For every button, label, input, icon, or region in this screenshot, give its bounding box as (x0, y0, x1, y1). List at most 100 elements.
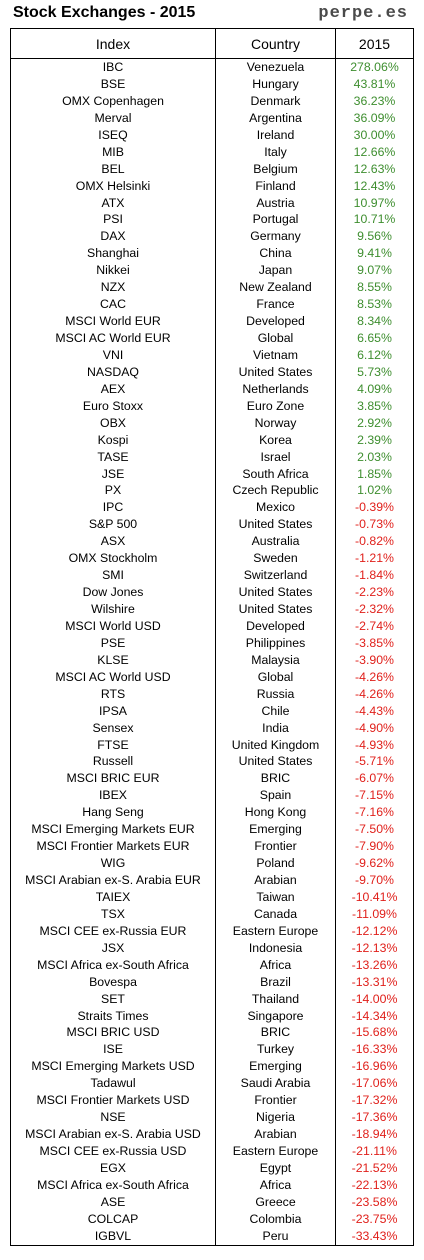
return-cell: -6.07% (335, 770, 414, 788)
return-cell: 2.03% (335, 448, 414, 466)
table-row: Straits Times Singapore -14.34% (10, 1007, 414, 1025)
index-cell: MSCI Frontier Markets USD (10, 1092, 216, 1110)
return-cell: -3.90% (335, 651, 414, 669)
table-row: OMX Stockholm Sweden -1.21% (10, 550, 414, 568)
table-row: ASX Australia -0.82% (10, 533, 414, 551)
return-cell: 4.09% (335, 380, 414, 398)
index-cell: KLSE (10, 651, 216, 669)
table-row: MIB Italy 12.66% (10, 143, 414, 161)
table-row: MSCI CEE ex-Russia EUR Eastern Europe -12.… (10, 922, 414, 940)
country-cell: Ireland (215, 126, 336, 144)
country-cell: Venezuela (215, 58, 336, 76)
table-row: ISE Turkey -16.33% (10, 1041, 414, 1059)
table-row: NASDAQ United States 5.73% (10, 363, 414, 381)
index-cell: Tadawul (10, 1075, 216, 1093)
index-cell: MSCI Frontier Markets EUR (10, 838, 216, 856)
country-cell: Australia (215, 533, 336, 551)
table-row: MSCI Emerging Markets USD Emerging -16.96% (10, 1058, 414, 1076)
table-row: BEL Belgium 12.63% (10, 160, 414, 178)
return-cell: 36.09% (335, 109, 414, 127)
country-cell: France (215, 296, 336, 314)
index-cell: BSE (10, 75, 216, 93)
country-cell: Russia (215, 685, 336, 703)
country-cell: Denmark (215, 92, 336, 110)
return-cell: 10.97% (335, 194, 414, 212)
table-row: OMX Helsinki Finland 12.43% (10, 177, 414, 195)
table-row: MSCI World USD Developed -2.74% (10, 617, 414, 635)
table-row: PSI Portugal 10.71% (10, 211, 414, 229)
index-cell: Euro Stoxx (10, 397, 216, 415)
index-cell: MSCI World EUR (10, 313, 216, 330)
return-cell: 43.81% (335, 75, 414, 93)
index-cell: AEX (10, 380, 216, 398)
index-cell: PSE (10, 634, 216, 652)
index-cell: OMX Copenhagen (10, 92, 216, 110)
table-row: S&P 500 United States -0.73% (10, 516, 414, 534)
table-row: MSCI AC World EUR Global 6.65% (10, 330, 414, 347)
return-cell: -1.84% (335, 567, 414, 585)
return-cell: 12.63% (335, 160, 414, 178)
country-cell: United States (215, 363, 336, 381)
index-cell: JSE (10, 465, 216, 483)
country-cell: United States (215, 516, 336, 534)
return-cell: 9.56% (335, 228, 414, 246)
table-row: MSCI Frontier Markets EUR Frontier -7.90% (10, 838, 414, 856)
index-cell: EGX (10, 1159, 216, 1177)
table-row: Sensex India -4.90% (10, 719, 414, 737)
table-row: RTS Russia -4.26% (10, 685, 414, 703)
index-cell: NZX (10, 279, 216, 297)
return-cell: -12.13% (335, 939, 414, 957)
country-cell: United States (215, 584, 336, 601)
table-row: MSCI CEE ex-Russia USD Eastern Europe -21.… (10, 1143, 414, 1160)
index-cell: JSX (10, 939, 216, 957)
country-cell: Turkey (215, 1041, 336, 1059)
country-cell: Sweden (215, 550, 336, 568)
return-cell: 12.43% (335, 177, 414, 195)
country-cell: Israel (215, 448, 336, 466)
table-row: JSE South Africa 1.85% (10, 465, 414, 483)
index-cell: SMI (10, 567, 216, 585)
index-cell: MSCI Africa ex-South Africa (10, 956, 216, 974)
return-cell: -17.36% (335, 1109, 414, 1127)
index-cell: IBC (10, 58, 216, 76)
index-cell: VNI (10, 346, 216, 364)
table-row: SMI Switzerland -1.84% (10, 567, 414, 585)
index-cell: OBX (10, 414, 216, 432)
return-cell: -17.06% (335, 1075, 414, 1093)
return-cell: 1.85% (335, 465, 414, 483)
return-cell: -1.21% (335, 550, 414, 568)
table-row: SET Thailand -14.00% (10, 990, 414, 1008)
index-cell: DAX (10, 228, 216, 246)
country-cell: Poland (215, 855, 336, 872)
table-row: PSE Philippines -3.85% (10, 634, 414, 652)
country-cell: Arabian (215, 1126, 336, 1143)
country-cell: Saudi Arabia (215, 1075, 336, 1093)
country-cell: Frontier (215, 1092, 336, 1110)
index-cell: PSI (10, 211, 216, 229)
country-cell: Japan (215, 262, 336, 280)
table-row: WIG Poland -9.62% (10, 855, 414, 872)
country-cell: Portugal (215, 211, 336, 229)
country-cell: Malaysia (215, 651, 336, 669)
return-cell: -22.13% (335, 1176, 414, 1194)
return-cell: 2.92% (335, 414, 414, 432)
return-cell: 2.39% (335, 431, 414, 449)
index-cell: FTSE (10, 736, 216, 754)
header: Stock Exchanges - 2015 perpe.es (0, 0, 424, 26)
table-row: AEX Netherlands 4.09% (10, 380, 414, 398)
return-cell: -14.00% (335, 990, 414, 1008)
return-cell: 12.66% (335, 143, 414, 161)
index-cell: COLCAP (10, 1210, 216, 1228)
country-cell: Eastern Europe (215, 1143, 336, 1160)
index-cell: IBEX (10, 787, 216, 805)
table-row: Russell United States -5.71% (10, 753, 414, 771)
country-cell: Taiwan (215, 888, 336, 906)
column-header-country: Country (215, 28, 336, 59)
return-cell: -12.12% (335, 922, 414, 940)
index-cell: IPC (10, 499, 216, 517)
table-row: IBEX Spain -7.15% (10, 787, 414, 805)
return-cell: -4.26% (335, 685, 414, 703)
table-row: ASE Greece -23.58% (10, 1193, 414, 1211)
column-header-year: 2015 (335, 28, 414, 59)
table-row: IGBVL Peru -33.43% (10, 1227, 414, 1246)
